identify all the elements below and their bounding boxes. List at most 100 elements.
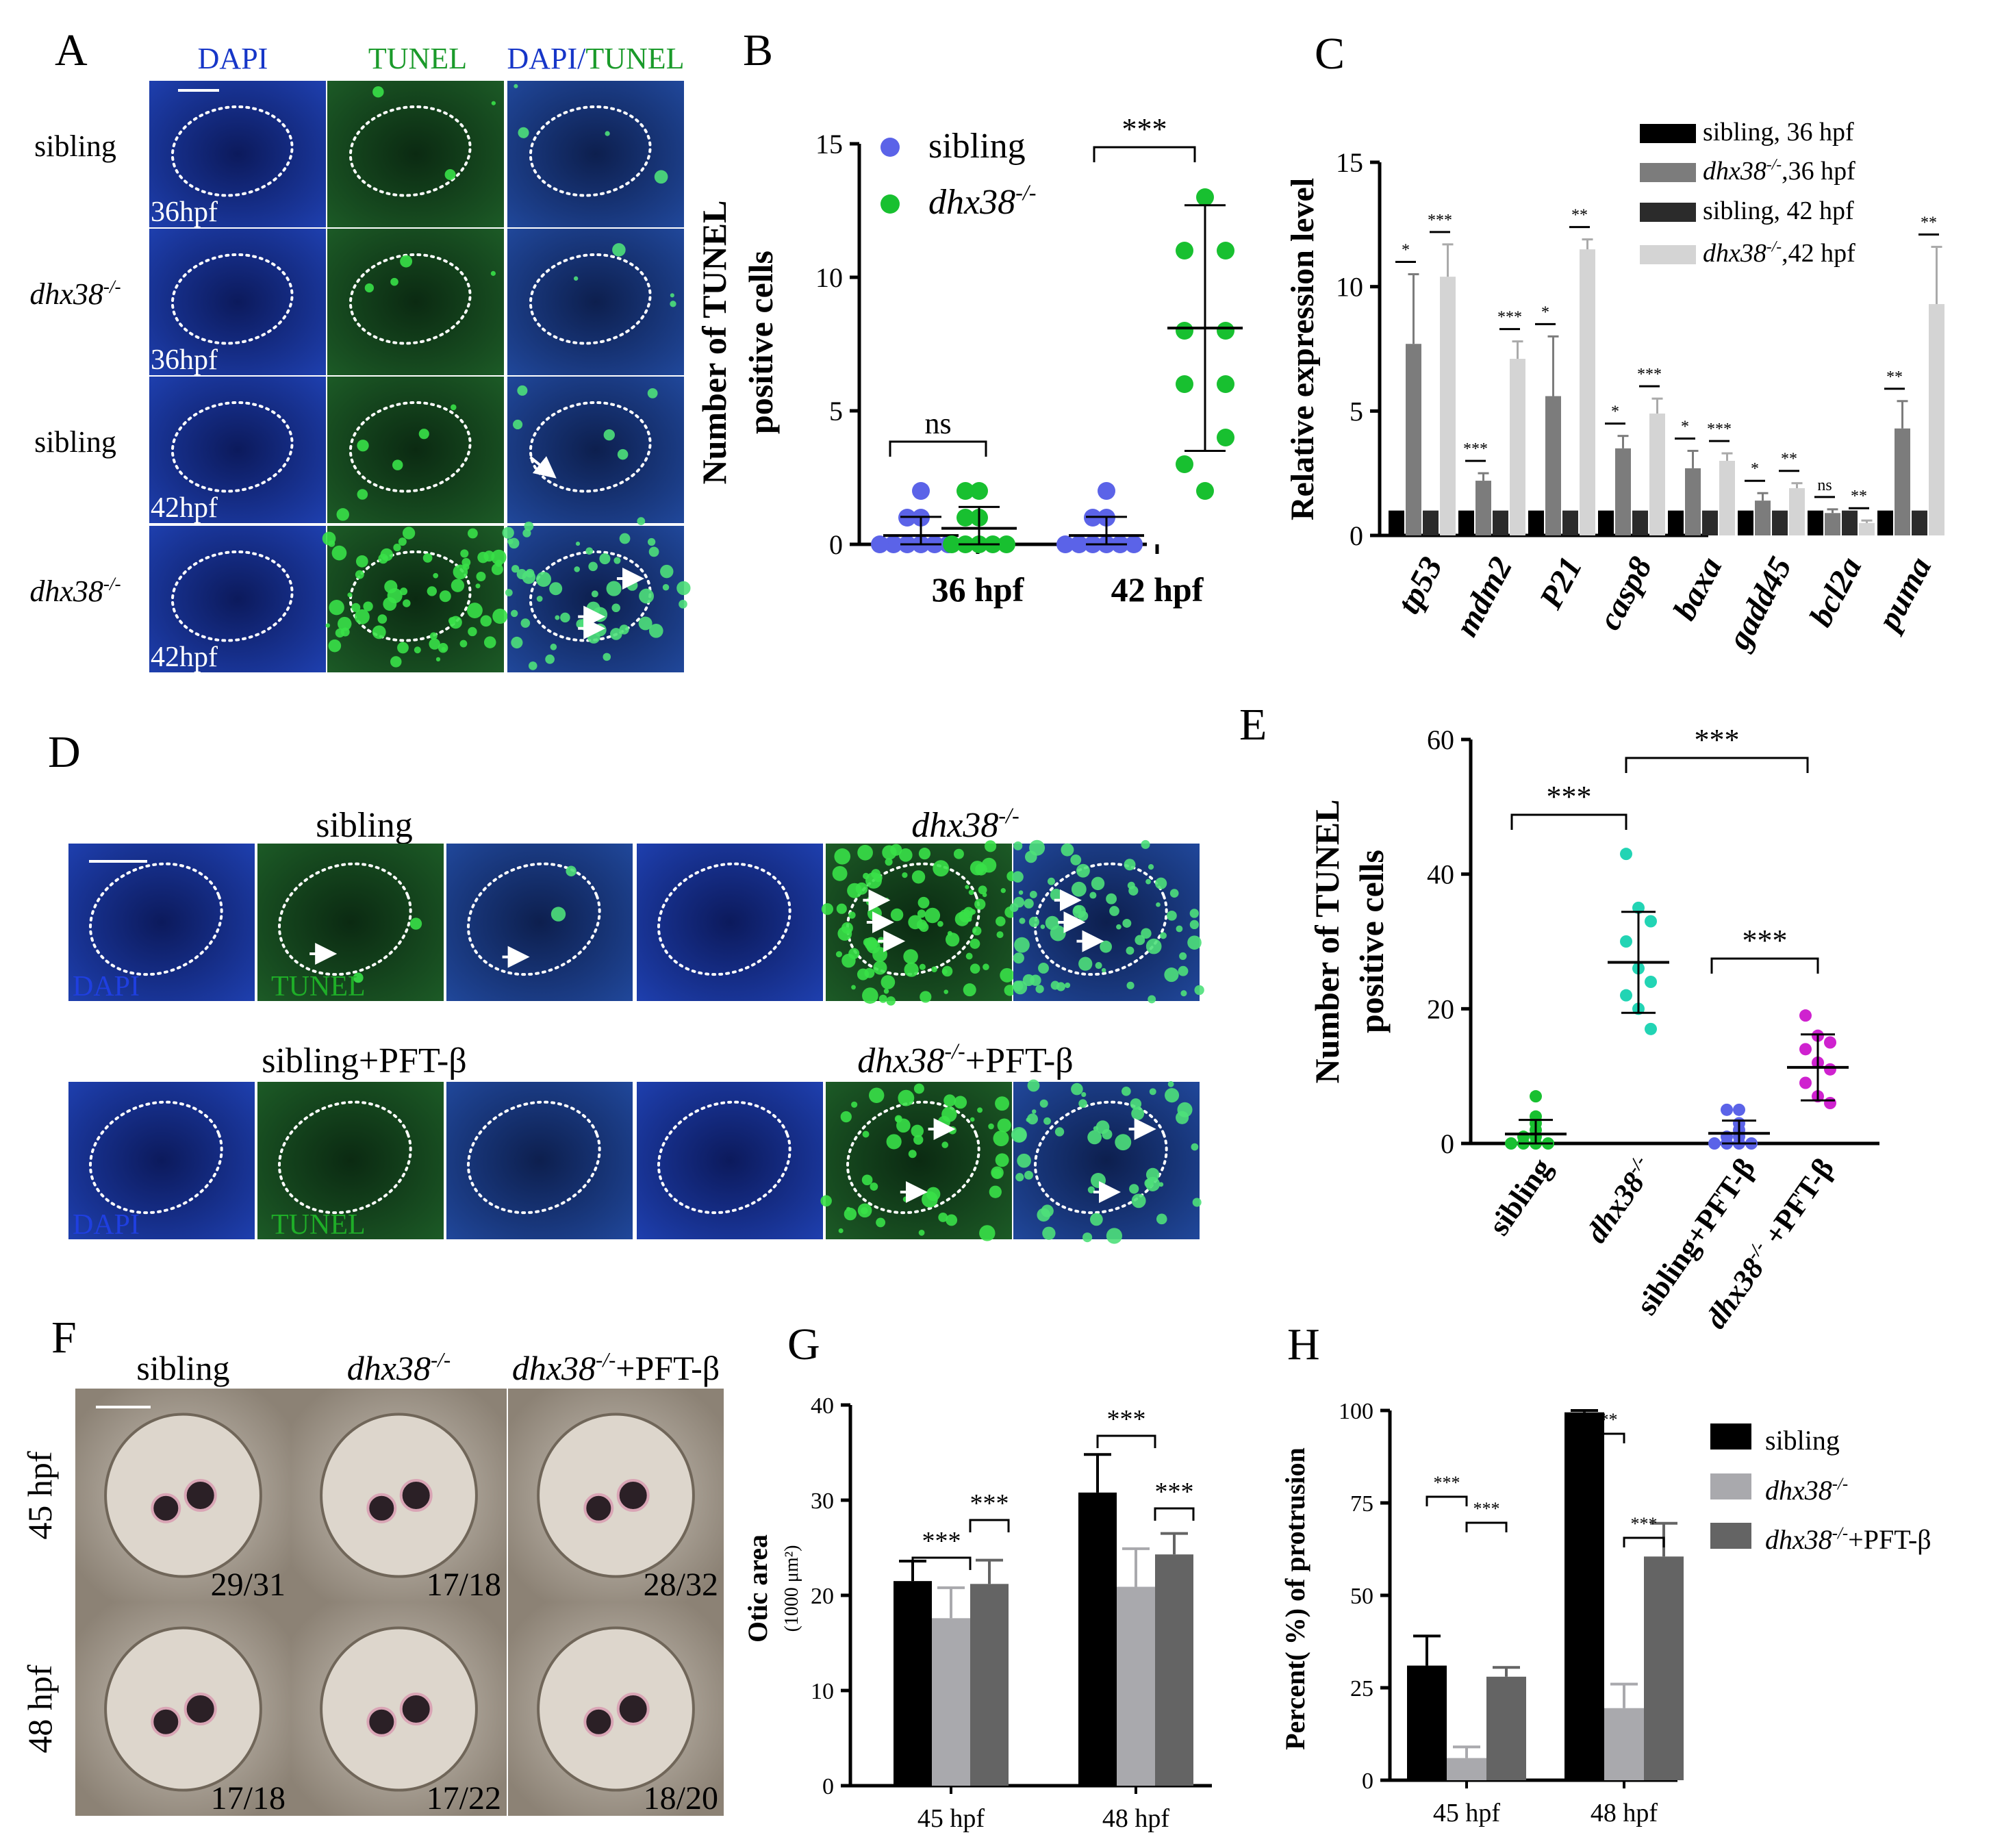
panel-a-row4-merge: [502, 521, 691, 672]
panel-d-r1-c2-otic-outline: [278, 862, 412, 976]
panel-a-row3-merge-background: [507, 377, 684, 523]
panel-a-row4-green-tunel-spot: [433, 572, 439, 579]
panel-d-r1-c5-tunel-spot: [967, 917, 972, 922]
panel-b-point-4: [1217, 242, 1234, 260]
panel-b-point-4: [1217, 375, 1234, 393]
panel-a-row4-merge-tunel-spot: [638, 616, 653, 631]
panel-d-r1-c5-tunel-spot: [885, 858, 893, 866]
panel-a-row2-green-tunel-spot: [364, 283, 374, 293]
panel-e-y-tick-label: 60: [1427, 724, 1454, 755]
panel-a-row4-green-tunel-spot: [491, 563, 503, 575]
panelH-bar-2-2: [1604, 1708, 1644, 1780]
panel-e-point-4: [1824, 1097, 1836, 1109]
panel-a-row4-green-tunel-spot: [461, 558, 471, 567]
panel-c-x-label-gadd45: gadd45: [1721, 551, 1799, 656]
panel-c-y-label: Relative expression level: [1284, 178, 1321, 520]
panel-c-bar-tp53-3: [1423, 510, 1439, 535]
panel-c-x-label-casp8: casp8: [1591, 551, 1659, 636]
panel-f-r1-c1-otolith-posterior: [183, 1479, 217, 1512]
panel-a-row3-green-tunel-spot: [357, 440, 369, 452]
panel-d-label-mutant: dhx38-/-: [911, 803, 1019, 845]
panel-d-r1-c5-tunel-spot: [970, 861, 985, 876]
panel-h-sig-3-label: ***: [1591, 1410, 1618, 1430]
panel-a-row2-blue: [149, 229, 326, 375]
panel-g-y-label: Otic area: [742, 1534, 773, 1643]
panel-d-r1-c6-tunel-spot: [1040, 924, 1046, 929]
panel-c-sig42-baxa: ***: [1707, 420, 1732, 438]
panel-d-r1-c5-tunel-spot: [851, 985, 856, 990]
panel-a-row2-green-otic-outline: [349, 253, 472, 345]
panel-a-row4-green-tunel-spot: [354, 609, 370, 624]
panel-a-row4-green-tunel-spot: [402, 527, 416, 540]
panel-c-bar-mdm2-2: [1475, 481, 1491, 535]
panel-a-row4-merge-tunel-spot: [536, 596, 543, 602]
panelG-x-label-2: 48 hpf: [1102, 1804, 1170, 1833]
panel-a-row2-green: [327, 229, 504, 375]
panel-c-y-tick-label: 5: [1350, 396, 1363, 427]
panel-c-bar-bcl2a-1: [1808, 510, 1823, 535]
panel-d-r1-c5-tunel-spot: [865, 872, 882, 889]
panel-d-r1-c5-tunel-spot: [848, 911, 856, 919]
panel-d-r1-c5-tunel-spot: [970, 909, 976, 915]
panelH-bar-2-3: [1644, 1556, 1684, 1780]
panel-h-legend-label-3-name: dhx38: [1765, 1524, 1832, 1555]
panel-c-sig36-tp53: *: [1402, 242, 1410, 260]
panelH-y-tick-label: 0: [1362, 1769, 1373, 1794]
panel-d-r1-c6-tunel-spot: [1135, 935, 1145, 946]
panel-c-bar-puma-3: [1912, 510, 1927, 535]
panel-a-row3-label: sibling: [34, 425, 116, 459]
panelH-x-label-1: 45 hpf: [1433, 1799, 1501, 1827]
panel-f-r2-c2-otolith-posterior: [399, 1693, 433, 1725]
panel-a-row3-merge-otic-outline: [529, 401, 652, 493]
panelH-bar-1-1: [1407, 1665, 1447, 1780]
panel-c-legend-label-4-sup: -/-: [1766, 238, 1782, 256]
panel-b-point-2: [957, 509, 974, 527]
panel-c-legend-label-2: dhx38-/-,36 hpf: [1703, 156, 1855, 186]
panel-f-r1-c2-otic-vesicle: [320, 1413, 478, 1578]
panelG-bar-2-1: [1078, 1492, 1117, 1786]
panel-a-row4-green-tunel-spot: [492, 608, 508, 624]
panel-a-row4-merge-tunel-spot: [555, 615, 560, 620]
panel-a-row4-merge-tunel-spot: [662, 584, 670, 591]
panel-d-r2-c5-tunel-spot: [862, 1130, 870, 1138]
panel-a-row3-blue-background: [149, 377, 326, 523]
panel-e-y-label-2: positive cells: [1352, 850, 1391, 1033]
panel-d-r2-c4-background: [637, 1082, 823, 1239]
panel-d-r1-c5-tunel-spot: [908, 915, 923, 930]
panel-b-point-4: [1176, 242, 1193, 260]
panelG-bar-1-1: [894, 1581, 932, 1786]
panel-d-r1-c5-tunel-spot: [974, 898, 986, 910]
panel-f-r1-c3-otolith-posterior: [616, 1479, 650, 1512]
panel-d-r2-c5-tunel-spot: [861, 1174, 873, 1186]
panel-a-row1-green-background: [327, 81, 504, 227]
panel-d-label-mutant-pft-sup: -/-: [944, 1039, 965, 1063]
panel-a-row3-merge: [507, 377, 684, 526]
panel-a-row1-green-otic-outline: [349, 105, 472, 197]
panel-a-row3-label-name: sibling: [34, 425, 116, 459]
panel-a-row2-green-tunel-spot: [490, 270, 496, 276]
panel-a-row4-merge-tunel-spot: [505, 589, 513, 596]
panel-a-row4-green-tunel-spot: [403, 599, 411, 607]
panel-d-r1-c5-tunel-spot: [864, 967, 875, 978]
panel-d-r1-tunel-label: TUNEL: [271, 971, 366, 1002]
panel-e-point-4: [1824, 1036, 1836, 1049]
panel-g-sig-2-bracket: [969, 1519, 1010, 1532]
panel-d-label-mutant-sup: -/-: [998, 803, 1019, 828]
panel-d-r1-c6-tunel-spot: [1091, 876, 1105, 891]
panel-d-r2-c5-tunel-spot: [991, 1168, 1002, 1179]
panel-a-row2-label: dhx38-/-: [29, 276, 121, 311]
panel-c-x-label-bcl2a: bcl2a: [1803, 551, 1869, 633]
panel-d-r1-c5-tunel-spot: [968, 889, 974, 896]
panel-d-r1-c6-tunel-spot: [1148, 864, 1154, 870]
panel-a-row3-blue: [149, 377, 326, 523]
panel-a-row4-green-tunel-spot: [429, 638, 440, 650]
legend-sibling-label: sibling: [928, 127, 1026, 166]
panel-d-r1-c5-tunel-spot: [945, 933, 960, 947]
panel-a-row4-merge-tunel-spot: [619, 533, 631, 544]
panel-c-bar-casp8-3: [1632, 510, 1648, 535]
panel-h-legend-swatch-1: [1710, 1423, 1751, 1450]
panel-f-r1-c3-otolith-anterior: [583, 1493, 614, 1523]
panel-a-row1-blue: [149, 81, 326, 227]
panelG-y-tick-label: 10: [811, 1679, 834, 1704]
header-dapi: DAPI: [198, 42, 268, 75]
